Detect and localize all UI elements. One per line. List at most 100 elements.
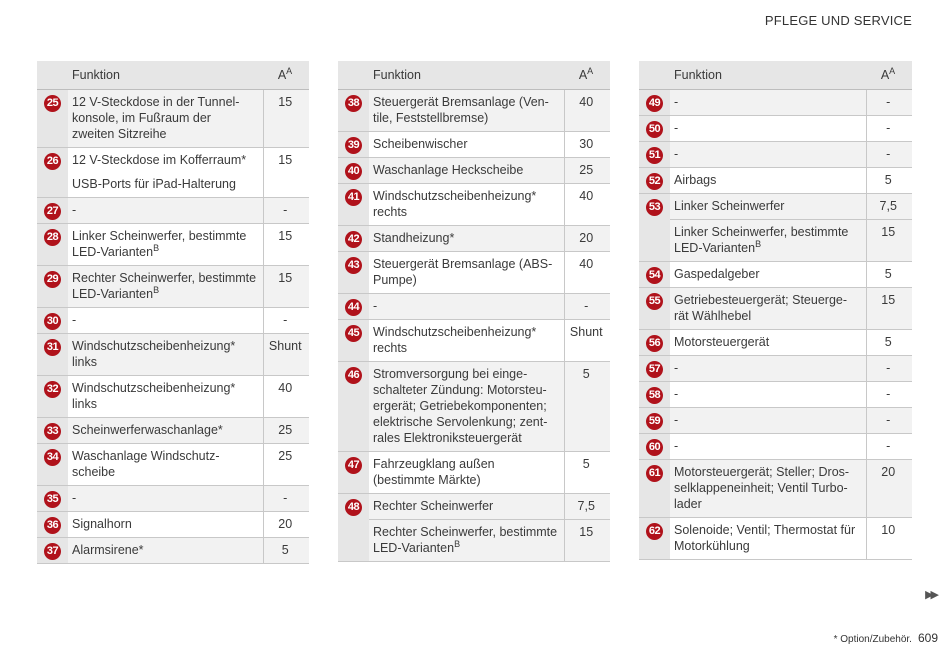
table-row: 34 Waschanlage Windschutz-scheibe 25	[37, 443, 309, 486]
fuse-number-badge: 30	[44, 313, 61, 330]
function-text: Motorsteuergerät	[674, 335, 770, 349]
ampere-value: -	[866, 433, 912, 460]
function-cell: Rechter Scheinwerfer	[369, 493, 565, 520]
ampere-value: -	[866, 407, 912, 434]
fuse-number-badge: 33	[44, 423, 61, 440]
fuse-number-cell: 45	[338, 319, 369, 362]
function-text: 12 V-Steckdose in der Tunnel-konsole, im…	[72, 95, 240, 141]
function-footnote-marker: B	[153, 284, 160, 295]
function-cell: 12 V-Steckdose in der Tunnel-konsole, im…	[68, 89, 264, 148]
function-text: -	[674, 439, 679, 453]
function-text: Motorsteuergerät; Steller; Dros-selklapp…	[674, 465, 850, 511]
fuse-number-cell: 52	[639, 167, 670, 194]
fuse-number-badge: 57	[646, 361, 663, 378]
header-ampere-sup: A	[889, 65, 896, 76]
ampere-value: -	[866, 115, 912, 142]
header-number-cell	[338, 61, 369, 90]
table-row: 37 Alarmsirene* 5	[37, 537, 309, 564]
table-row: Rechter Scheinwerfer, bestimmte LED-Vari…	[338, 519, 610, 562]
fuse-number-badge: 26	[44, 153, 61, 170]
fuse-number-badge: 46	[345, 367, 362, 384]
ampere-value: -	[866, 381, 912, 408]
table-row: 53 Linker Scheinwerfer 7,5	[639, 193, 912, 220]
fuse-number-cell: 37	[37, 537, 68, 564]
header-ampere-symbol: A	[578, 68, 588, 82]
table-row: 27- -	[37, 197, 309, 224]
function-cell: Scheinwerferwaschanlage*	[68, 417, 264, 444]
table-row: 31 Windschutzscheibenheizung* links Shunt	[37, 333, 309, 376]
function-text: -	[674, 361, 679, 375]
function-cell: Windschutzscheibenheizung* rechts	[369, 183, 565, 226]
table-row: 38 Steuergerät Bremsanlage (Ven-tile, Fes…	[338, 89, 610, 132]
ampere-value: -	[263, 485, 309, 512]
fuse-number-badge: 51	[646, 147, 663, 164]
table-row: 61 Motorsteuergerät; Steller; Dros-selkla…	[639, 459, 912, 518]
fuse-number-badge: 25	[44, 95, 61, 112]
fuse-number-cell: 31	[37, 333, 68, 376]
header-function: Funktion	[68, 61, 263, 90]
function-cell: Motorsteuergerät	[670, 329, 867, 356]
function-text: -	[674, 121, 679, 135]
fuse-number-badge: 31	[44, 339, 61, 356]
fuse-number-cell: 27	[37, 197, 68, 224]
header-function: Funktion	[670, 61, 866, 90]
function-text: Getriebesteuergerät; Steuerge-rät Wählhe…	[674, 293, 848, 323]
function-text: Stromversorgung bei einge-schalteter Zün…	[373, 367, 548, 445]
fuse-number-cell: 59	[639, 407, 670, 434]
table-row: 40 Waschanlage Heckscheibe 25	[338, 157, 610, 184]
function-text: Rechter Scheinwerfer, bestimmte LED-Vari…	[72, 271, 257, 301]
header-function: Funktion	[369, 61, 564, 90]
ampere-value: 30	[564, 131, 610, 158]
fuse-number-badge: 48	[345, 499, 362, 516]
table-row: 59- -	[639, 407, 912, 434]
function-cell: Getriebesteuergerät; Steuerge-rät Wählhe…	[670, 287, 867, 330]
function-text: Windschutzscheibenheizung* rechts	[373, 189, 537, 219]
fuse-number-badge: 43	[345, 257, 362, 274]
table-row: 49- -	[639, 89, 912, 116]
ampere-value: 5	[263, 537, 309, 564]
fuse-number-cell: 48	[338, 493, 369, 520]
fuse-number-cell: 50	[639, 115, 670, 142]
function-cell: Windschutzscheibenheizung* links	[68, 375, 264, 418]
function-text: Linker Scheinwerfer	[674, 199, 785, 213]
function-cell: 12 V-Steckdose im Kofferraum* USB-Ports f…	[68, 147, 264, 198]
fuse-number-badge: 44	[345, 299, 362, 316]
table-row: 51- -	[639, 141, 912, 168]
function-cell: Scheibenwischer	[369, 131, 565, 158]
fuse-number-cell: 58	[639, 381, 670, 408]
table-row: 45 Windschutzscheibenheizung* rechts Shunt	[338, 319, 610, 362]
table-header-row: Funktion AA	[338, 61, 610, 90]
fuse-number-badge: 42	[345, 231, 362, 248]
ampere-value: 25	[564, 157, 610, 184]
fuse-number-cell: 43	[338, 251, 369, 294]
table-row: 46 Stromversorgung bei einge-schalteter Z…	[338, 361, 610, 452]
function-text: Windschutzscheibenheizung* links	[72, 381, 236, 411]
function-text: -	[72, 203, 77, 217]
fuse-number-cell: 46	[338, 361, 369, 452]
table-row: 25 12 V-Steckdose in der Tunnel-konsole, …	[37, 89, 309, 148]
function-cell: Linker Scheinwerfer, bestimmte LED-Varia…	[68, 223, 264, 266]
fuse-number-cell: 60	[639, 433, 670, 460]
function-cell: Windschutzscheibenheizung* links	[68, 333, 264, 376]
fuse-number-cell: 53	[639, 193, 670, 220]
ampere-value: 15	[263, 89, 309, 148]
table-row: 60- -	[639, 433, 912, 460]
fuse-number-cell: 62	[639, 517, 670, 560]
ampere-value: -	[263, 307, 309, 334]
table-row: 32 Windschutzscheibenheizung* links 40	[37, 375, 309, 418]
ampere-value: Shunt	[263, 333, 309, 376]
table-header-row: Funktion AA	[37, 61, 309, 90]
section-title: PFLEGE UND SERVICE	[764, 13, 912, 28]
ampere-value: 5	[866, 329, 912, 356]
fuse-number-badge: 29	[44, 271, 61, 288]
ampere-value: Shunt	[564, 319, 610, 362]
function-cell: -	[369, 293, 565, 320]
table-row: 48 Rechter Scheinwerfer 7,5	[338, 493, 610, 520]
ampere-value: 40	[564, 89, 610, 132]
fuse-number-badge: 32	[44, 381, 61, 398]
header-ampere: AA	[564, 61, 610, 90]
fuse-table-3: Funktion AA 49- -50- -51- -52 Airbags 5 53 Linker…	[639, 61, 912, 560]
function-cell: Signalhorn	[68, 511, 264, 538]
double-triangle-right-icon[interactable]: ▶▶	[925, 589, 939, 601]
function-text: Scheinwerferwaschanlage*	[72, 423, 223, 437]
